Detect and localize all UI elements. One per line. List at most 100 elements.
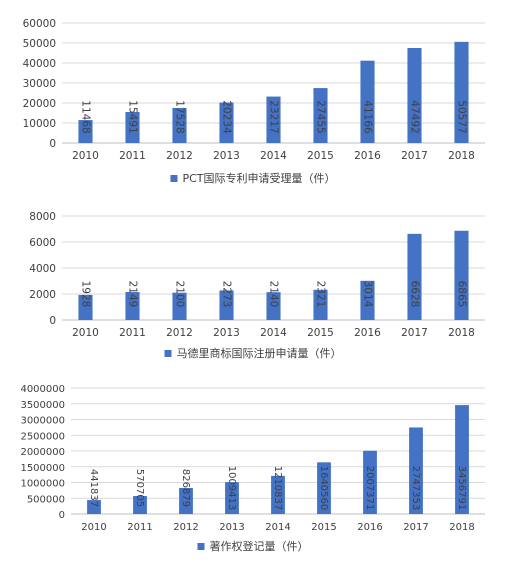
madrid-trademark-chart: 0 2000 4000 6000 8000 1928 2010 2149 2011 2100 201… — [0, 200, 506, 375]
bar — [179, 487, 193, 514]
data-label: 441837 — [88, 469, 99, 507]
bar — [454, 41, 469, 143]
y-tick-label: 10000 — [23, 118, 56, 130]
x-tick-label: 2012 — [173, 522, 198, 533]
bar — [78, 294, 93, 320]
data-label: 6865 — [456, 281, 468, 308]
y-tick-label: 30000 — [23, 78, 56, 90]
y-tick-label: 1500000 — [20, 463, 65, 474]
x-tick-label: 2013 — [219, 522, 244, 533]
x-tick-label: 2010 — [72, 327, 99, 339]
data-label: 2100 — [174, 281, 186, 308]
bar — [125, 292, 140, 320]
data-label: 826879 — [180, 469, 191, 507]
y-tick-label: 2000000 — [20, 447, 65, 458]
bar — [409, 427, 423, 514]
x-tick-label: 2016 — [357, 522, 382, 533]
data-label: 27455 — [315, 100, 327, 133]
x-tick-label: 2016 — [354, 327, 381, 339]
bar — [266, 292, 281, 320]
data-label: 2140 — [268, 281, 280, 308]
pct-applications-chart: 0 10000 20000 30000 40000 50000 60000 11468 2010… — [0, 0, 506, 190]
data-label: 47492 — [409, 100, 421, 133]
bar — [313, 289, 328, 320]
x-tick-label: 2017 — [401, 327, 428, 339]
legend-swatch — [197, 543, 205, 550]
x-tick-label: 2015 — [311, 522, 336, 533]
data-label: 1009413 — [226, 466, 237, 511]
data-label: 2273 — [221, 281, 233, 308]
data-label: 11468 — [80, 100, 92, 133]
data-label: 3014 — [362, 281, 374, 308]
legend: 著作权登记量（件） — [197, 539, 309, 553]
data-label: 1210837 — [272, 466, 283, 511]
y-tick-label: 0 — [59, 510, 65, 521]
y-tick-label: 2000 — [29, 289, 56, 301]
data-label: 2321 — [315, 281, 327, 308]
bar — [317, 462, 331, 514]
x-tick-label: 2013 — [213, 327, 240, 339]
copyright-registration-chart-svg: 0 500000 1000000 1500000 2000000 2500000 30000… — [20, 384, 485, 553]
x-tick-label: 2014 — [260, 327, 287, 339]
data-label: 1640560 — [318, 466, 329, 511]
y-tick-label: 4000000 — [20, 384, 65, 395]
x-tick-label: 2010 — [72, 150, 99, 162]
x-tick-label: 2018 — [448, 327, 475, 339]
bar — [225, 482, 239, 514]
bar — [172, 107, 187, 143]
y-tick-label: 60000 — [23, 18, 56, 30]
x-tick-label: 2015 — [307, 150, 334, 162]
data-label: 50577 — [456, 100, 468, 133]
bar — [266, 96, 281, 143]
y-tick-label: 6000 — [29, 237, 56, 249]
y-tick-label: 8000 — [29, 211, 56, 223]
y-tick-label: 1000000 — [20, 479, 65, 490]
data-label: 2747353 — [410, 466, 421, 511]
data-label: 15491 — [127, 100, 139, 133]
bar — [133, 496, 147, 514]
data-label: 3456791 — [456, 466, 467, 511]
y-tick-label: 2500000 — [20, 431, 65, 442]
bar — [454, 230, 469, 320]
bar — [407, 233, 422, 320]
data-label: 20234 — [221, 100, 233, 134]
x-tick-label: 2014 — [260, 150, 287, 162]
y-tick-label: 0 — [49, 138, 56, 150]
y-tick-label: 20000 — [23, 98, 56, 110]
data-label: 23217 — [268, 100, 280, 133]
y-tick-label: 4000 — [29, 263, 56, 275]
y-tick-label: 3000000 — [20, 416, 65, 427]
pct-applications-chart-svg: 0 10000 20000 30000 40000 50000 60000 11468 2010… — [23, 18, 485, 185]
legend-label: 著作权登记量（件） — [210, 539, 309, 553]
bar — [87, 500, 101, 514]
x-tick-label: 2012 — [166, 150, 193, 162]
x-tick-label: 2012 — [166, 327, 193, 339]
x-tick-label: 2017 — [403, 522, 428, 533]
bar — [78, 120, 93, 143]
data-label: 17528 — [174, 100, 186, 133]
data-label: 2149 — [127, 281, 139, 308]
data-label: 6628 — [409, 281, 421, 308]
x-tick-label: 2018 — [448, 150, 475, 162]
bar — [271, 475, 285, 514]
legend-swatch — [164, 350, 172, 357]
legend-label: PCT国际专利申请受理量（件） — [182, 171, 335, 185]
bar — [360, 60, 375, 143]
y-tick-label: 0 — [49, 315, 56, 327]
x-tick-label: 2013 — [213, 150, 240, 162]
x-tick-label: 2016 — [354, 150, 381, 162]
x-tick-label: 2011 — [119, 150, 146, 162]
data-label: 1928 — [80, 281, 92, 308]
bar — [363, 450, 377, 514]
x-tick-label: 2017 — [401, 150, 428, 162]
y-tick-label: 3500000 — [20, 400, 65, 411]
x-tick-label: 2015 — [307, 327, 334, 339]
data-label: 2007371 — [364, 466, 375, 511]
copyright-registration-chart: 0 500000 1000000 1500000 2000000 2500000 30000… — [0, 378, 506, 569]
legend: 马德里商标国际注册申请量（件） — [164, 346, 342, 360]
data-label: 570705 — [134, 469, 145, 507]
bar — [219, 102, 234, 143]
x-tick-label: 2011 — [127, 522, 152, 533]
x-tick-label: 2014 — [265, 522, 290, 533]
x-tick-label: 2010 — [81, 522, 106, 533]
